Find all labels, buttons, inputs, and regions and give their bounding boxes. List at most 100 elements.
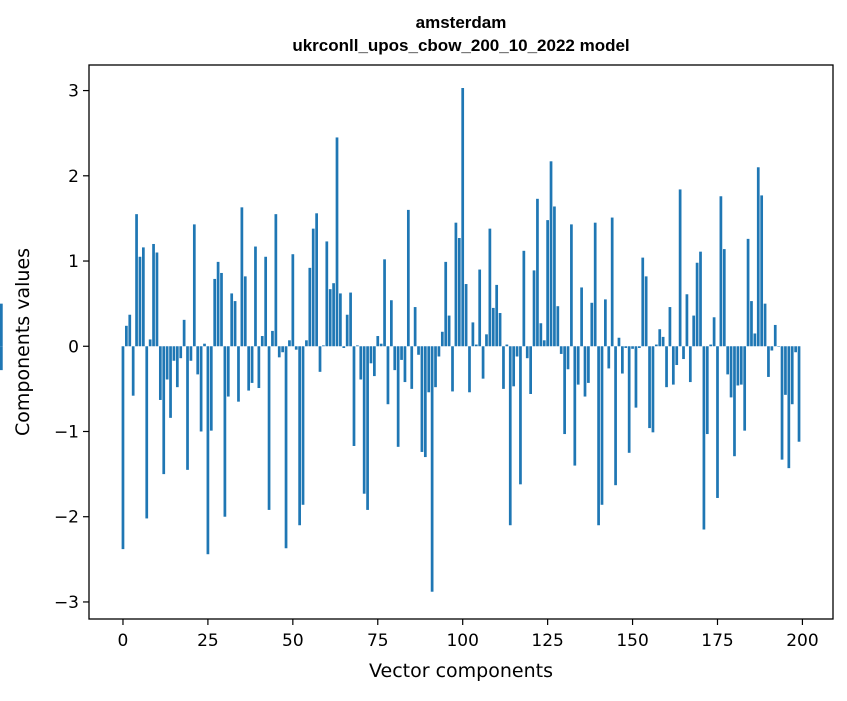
x-tick-label: 75 [367,631,389,651]
bar [593,222,597,347]
bar [376,336,380,347]
bar [264,256,268,347]
bar [427,346,431,393]
bar [196,346,200,375]
bar [525,346,529,359]
bar [777,346,780,347]
bar [254,246,257,347]
bar [610,217,614,347]
bar [600,346,604,505]
bar [274,214,278,347]
bar [420,346,424,452]
bar [284,346,288,549]
bar [206,346,210,555]
bar [396,346,400,447]
bar [386,346,390,405]
bar [342,346,346,348]
bar [651,346,655,433]
bar [390,300,393,347]
bar [152,243,155,347]
bar [464,284,468,347]
bar [692,315,696,347]
bar [257,346,261,389]
bar [654,344,658,347]
bar [794,346,797,353]
bar [230,293,234,347]
bar [767,346,770,377]
bar [712,317,716,347]
bar [780,346,784,460]
bar [705,346,709,435]
bar [213,278,217,347]
bar [301,346,305,505]
bar [125,325,128,347]
bar [328,289,332,347]
bar [491,307,495,347]
x-tick-label: 50 [282,631,304,651]
bar [627,346,631,453]
bar [597,346,600,526]
bar [362,346,366,494]
y-axis-label: Components values [12,248,34,436]
bar [746,238,750,347]
y-tick-label: 0 [68,337,79,357]
bar [709,344,713,347]
bar [695,262,699,347]
bar [325,241,329,347]
x-axis-ticks: 0 25 50 75 100 125 150 175 200 [118,619,819,651]
bar [373,346,376,377]
bar [169,346,172,418]
bar [505,344,509,347]
bar [668,307,672,347]
bar [294,346,298,350]
bar [148,339,152,347]
bar [471,322,475,347]
bar [573,346,577,466]
x-tick-label: 150 [616,631,648,651]
bar [515,346,519,357]
bar [468,346,471,393]
bar [661,336,665,347]
bar [454,222,458,347]
bar [644,276,648,347]
bar [736,346,740,386]
bar [729,346,733,398]
x-tick-label: 125 [531,631,563,651]
bar [726,346,730,375]
bar [485,334,488,347]
bar [434,346,437,388]
bar [770,346,774,351]
bar [559,346,563,354]
bar [733,346,736,457]
bar [563,346,566,435]
bar [444,261,448,347]
bar [648,346,651,429]
bar [542,340,546,347]
bar [688,346,692,383]
bar [461,88,465,347]
bar [352,346,356,446]
bar [322,345,325,347]
y-tick-label: 1 [68,252,79,272]
bar-series [0,88,801,592]
bar [172,346,176,361]
bar [790,346,794,405]
bar [498,313,502,347]
bar [522,250,526,347]
bar [175,346,179,388]
bar [678,189,682,347]
bar [179,346,183,359]
y-axis-ticks: −3 −2 −1 0 1 2 3 [54,82,89,613]
y-tick-label: −2 [54,508,79,528]
bar [318,346,322,372]
bar [417,346,420,355]
bar [135,214,138,347]
bar [356,345,359,347]
bar [189,346,193,361]
bar [580,287,583,347]
bar [271,330,274,347]
bar [203,343,206,347]
bar [641,257,645,347]
bar [787,346,791,469]
